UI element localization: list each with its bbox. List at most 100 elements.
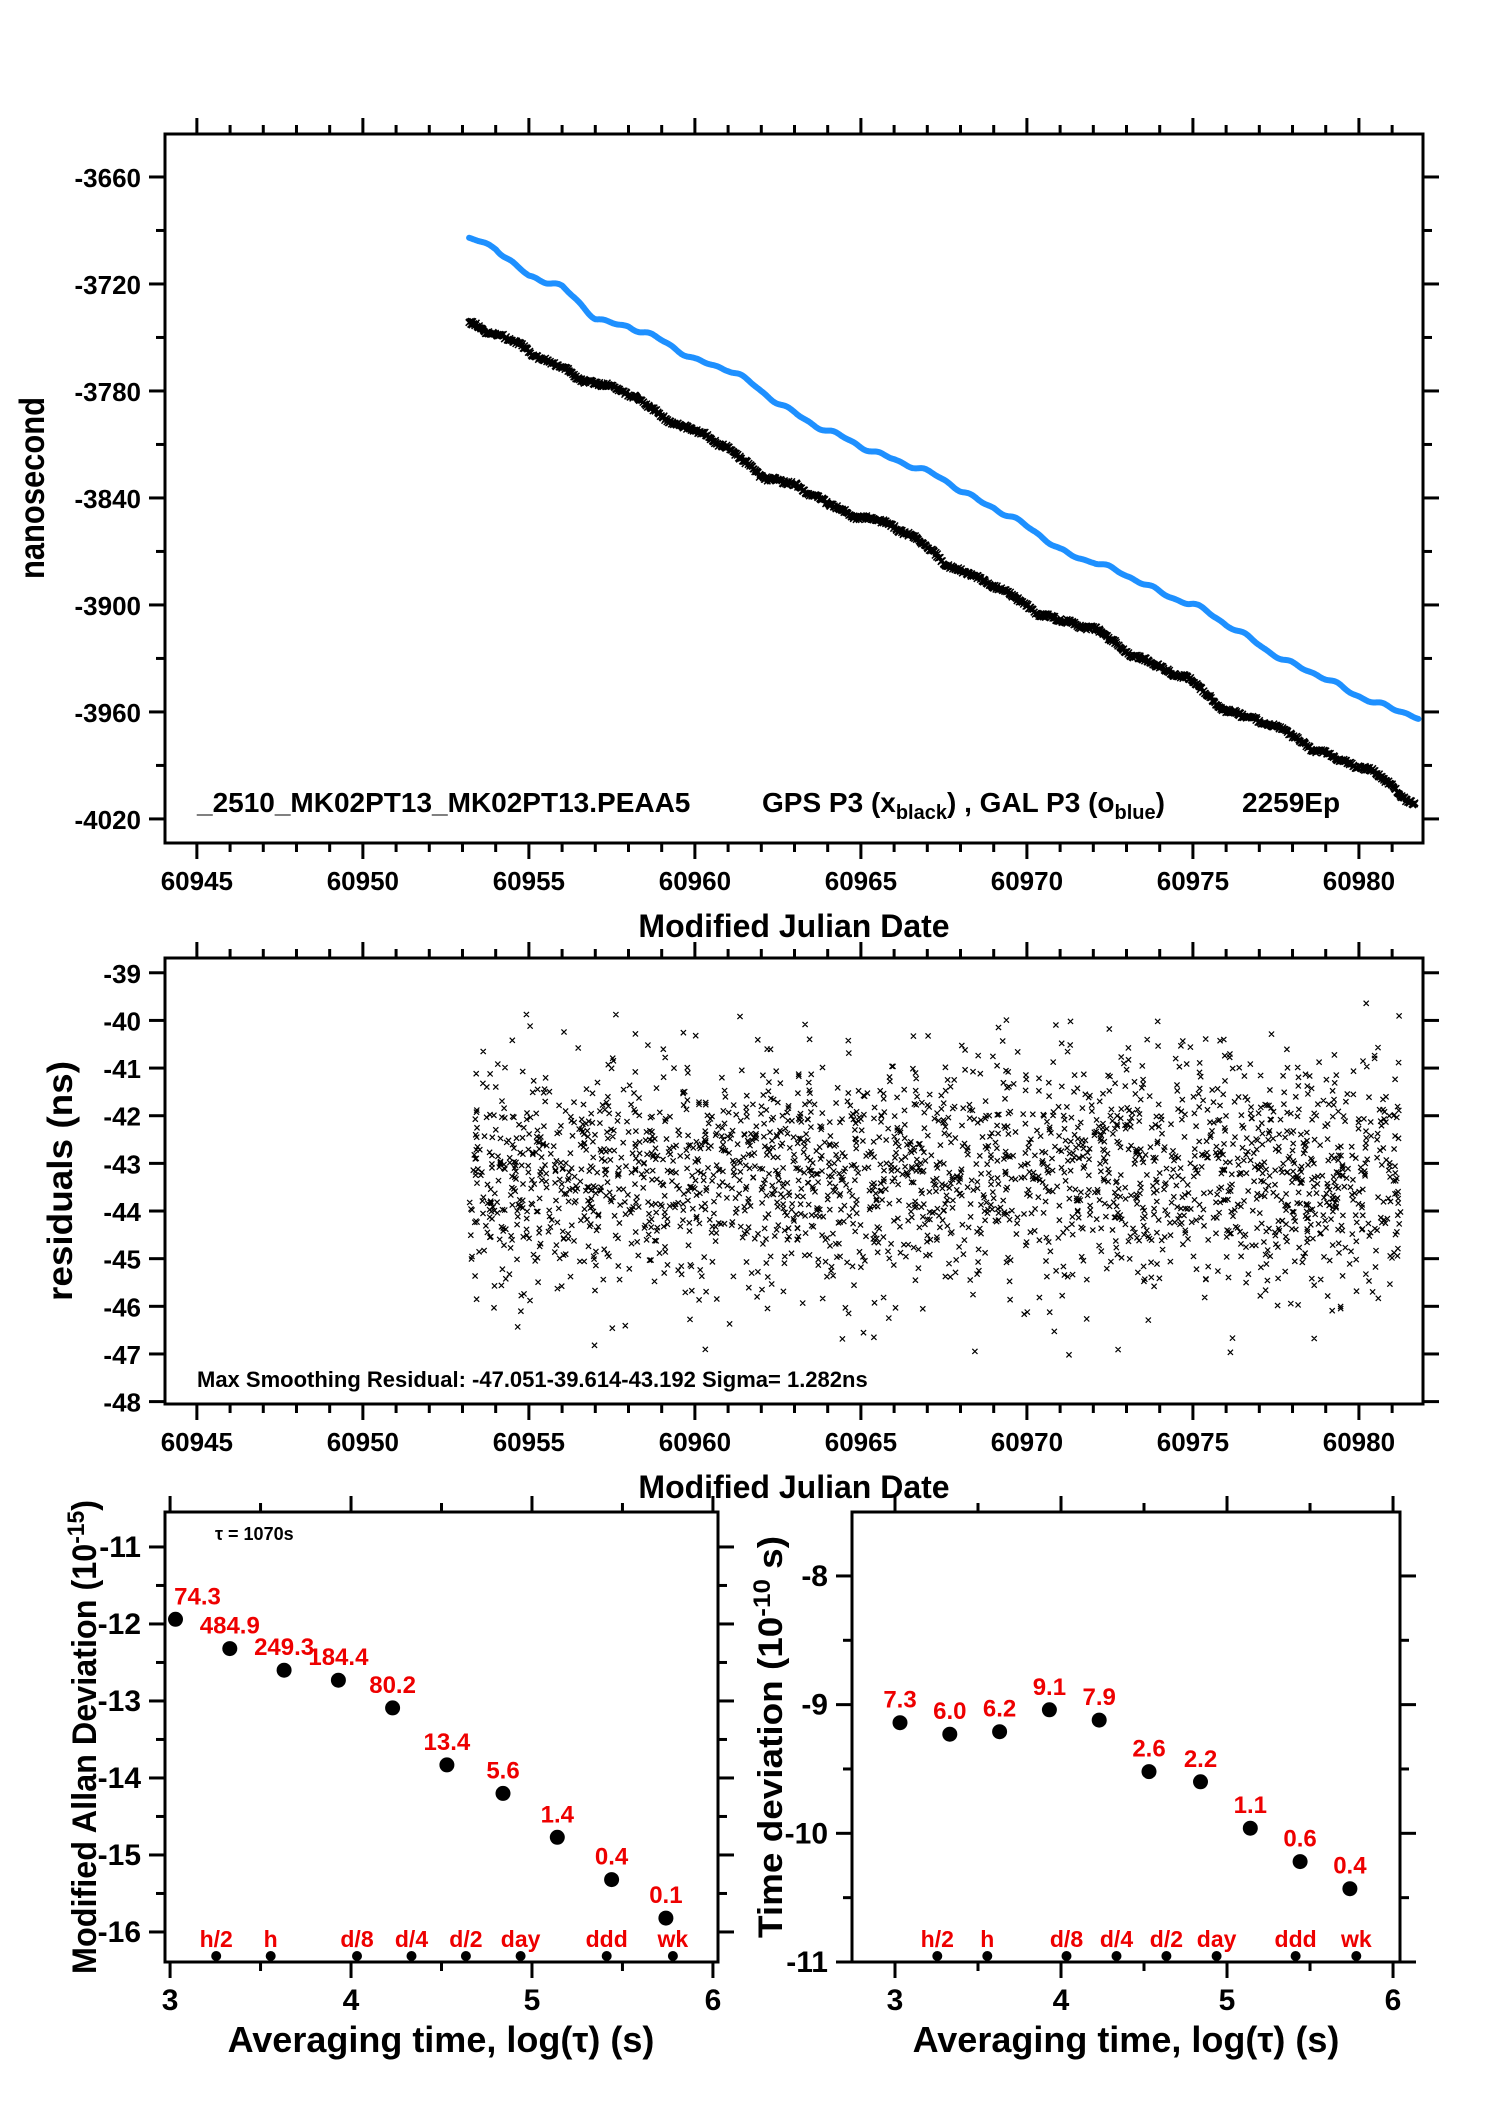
phase-epoch-label: 2259Ep bbox=[1242, 787, 1340, 818]
y-tick-label: -13 bbox=[98, 1685, 141, 1718]
x-tick-label: 60955 bbox=[493, 1427, 565, 1457]
time-marker-label: d/8 bbox=[1050, 1926, 1083, 1952]
data-point-dot bbox=[1193, 1774, 1208, 1790]
data-point-value-label: 1.4 bbox=[541, 1801, 575, 1828]
x-tick-label: 60960 bbox=[659, 1427, 731, 1457]
time-marker-dot bbox=[265, 1951, 276, 1961]
x-tick-label: 60960 bbox=[659, 866, 731, 896]
tdev-axes: 3 4 5 6 -8 -9 -10 -11 bbox=[785, 1496, 1416, 2017]
data-point-dot bbox=[1292, 1854, 1308, 1870]
y-tick-label: -4020 bbox=[75, 805, 142, 835]
y-tick-label: -3900 bbox=[75, 591, 142, 621]
phase-file-annotation: _2510_MK02PT13_MK02PT13.PEAA5 bbox=[196, 787, 690, 818]
time-marker-dot bbox=[1161, 1951, 1172, 1961]
residual-scatter-marks bbox=[466, 1000, 1404, 1358]
time-marker-label: h bbox=[264, 1926, 278, 1952]
tdev-x-axis-label: Averaging time, log(τ) (s) bbox=[913, 2019, 1340, 2060]
time-marker-label: d/2 bbox=[1150, 1926, 1183, 1952]
x-tick-label: 4 bbox=[343, 1984, 360, 2017]
phase-axes: 60945 60950 60955 60960 60965 60970 60975 60980… bbox=[75, 118, 1439, 896]
data-point-value-label: 484.9 bbox=[200, 1613, 260, 1640]
data-point-dot bbox=[892, 1715, 908, 1731]
x-tick-label: 60965 bbox=[825, 1427, 897, 1457]
data-point-dot bbox=[658, 1910, 674, 1926]
y-tick-label: -44 bbox=[103, 1197, 141, 1227]
residuals-panel: 60945 60950 60955 60960 60965 60970 60975 60980… bbox=[41, 942, 1439, 1505]
time-marker-label: day bbox=[1197, 1926, 1237, 1952]
data-point-value-label: 0.6 bbox=[1283, 1826, 1316, 1853]
y-tick-label: -14 bbox=[98, 1762, 142, 1795]
residuals-y-axis-label: residuals (ns) bbox=[41, 1061, 80, 1301]
plot-frame bbox=[163, 132, 1425, 845]
time-marker-dot bbox=[1111, 1951, 1122, 1961]
data-point-value-label: 6.0 bbox=[933, 1698, 966, 1725]
y-tick-label: -8 bbox=[801, 1560, 828, 1593]
data-point-dot bbox=[168, 1611, 183, 1627]
phase-y-axis-label: nanosecond bbox=[13, 397, 52, 579]
data-point-value-label: 1.1 bbox=[1234, 1792, 1267, 1819]
data-point-value-label: 5.6 bbox=[486, 1757, 519, 1784]
time-marker-label: d/2 bbox=[449, 1926, 482, 1952]
x-tick-label: 60980 bbox=[1323, 1427, 1395, 1457]
time-marker-label: h bbox=[980, 1926, 994, 1952]
x-tick-label: 60970 bbox=[991, 866, 1063, 896]
x-tick-label: 6 bbox=[705, 1984, 722, 2017]
y-tick-label: -48 bbox=[103, 1388, 141, 1418]
data-point-value-label: 7.3 bbox=[883, 1687, 916, 1714]
data-point-value-label: 7.9 bbox=[1083, 1684, 1116, 1711]
residuals-axes: 60945 60950 60955 60960 60965 60970 60975 60980… bbox=[103, 942, 1439, 1457]
time-marker-label: d/4 bbox=[395, 1926, 428, 1952]
time-marker-dot bbox=[352, 1951, 362, 1961]
data-point-dot bbox=[330, 1672, 346, 1688]
x-tick-label: 60950 bbox=[327, 866, 399, 896]
time-marker-label: h/2 bbox=[200, 1926, 233, 1952]
data-point-value-label: 0.4 bbox=[1333, 1853, 1367, 1880]
data-point-dot bbox=[604, 1872, 620, 1888]
y-tick-label: -3840 bbox=[75, 484, 142, 514]
mdev-panel: 3 4 5 6 -11 -12 -13 -14 -15 -16 74.3 484.9249.3184… bbox=[63, 1496, 734, 2060]
x-tick-label: 60955 bbox=[493, 866, 565, 896]
time-marker-label: ddd bbox=[586, 1926, 628, 1952]
y-tick-label: -3960 bbox=[75, 698, 142, 728]
phase-panel: 60945 60950 60955 60960 60965 60970 60975 60980… bbox=[13, 118, 1439, 944]
y-tick-label: -3780 bbox=[75, 377, 142, 407]
y-tick-label: -11 bbox=[99, 1531, 141, 1564]
time-marker-label: h/2 bbox=[921, 1926, 954, 1952]
y-tick-label: -43 bbox=[103, 1149, 141, 1179]
time-marker-dot bbox=[932, 1951, 943, 1961]
data-point-dot bbox=[439, 1757, 455, 1773]
time-marker-label: d/4 bbox=[1100, 1926, 1133, 1952]
x-tick-label: 3 bbox=[887, 1984, 904, 2017]
tdev-y-axis-label: Time deviation (10-10 s) bbox=[749, 1536, 790, 1938]
plot-frame bbox=[850, 1510, 1402, 1964]
y-tick-label: -3660 bbox=[75, 163, 142, 193]
y-tick-label: -10 bbox=[785, 1817, 828, 1850]
data-point-dot bbox=[992, 1724, 1008, 1740]
time-marker-dot bbox=[667, 1951, 678, 1961]
data-point-value-label: 13.4 bbox=[424, 1729, 471, 1756]
y-tick-label: -15 bbox=[98, 1839, 141, 1872]
mdev-axes: 3 4 5 6 -11 -12 -13 -14 -15 -16 bbox=[98, 1496, 734, 2017]
y-tick-label: -46 bbox=[103, 1292, 141, 1322]
tdev-panel: 3 4 5 6 -8 -9 -10 -11 7.3 6.0 6.2 9.1 7.9 2.6 2.2 1.1 0… bbox=[749, 1496, 1416, 2060]
time-marker-label: day bbox=[501, 1926, 541, 1952]
residuals-stats-annotation: Max Smoothing Residual: -47.051-39.614-4… bbox=[197, 1367, 868, 1392]
x-tick-label: 6 bbox=[1385, 1984, 1402, 2017]
phase-x-axis-label: Modified Julian Date bbox=[638, 908, 949, 944]
data-point-dot bbox=[1141, 1764, 1157, 1780]
data-point-value-label: 6.2 bbox=[983, 1696, 1016, 1723]
time-marker-label: wk bbox=[657, 1926, 689, 1952]
data-point-dot bbox=[942, 1726, 958, 1742]
tdev-data-marks: 7.3 6.0 6.2 9.1 7.9 2.6 2.2 1.1 0.6 0.4 h/2 h d/8 d/4… bbox=[883, 1674, 1372, 1961]
y-tick-label: -42 bbox=[103, 1102, 141, 1132]
time-marker-dot bbox=[515, 1951, 526, 1961]
y-tick-label: -12 bbox=[98, 1608, 141, 1641]
x-tick-label: 60975 bbox=[1157, 1427, 1229, 1457]
phase-legend: GPS P3 (xblack) , GAL P3 (oblue) bbox=[762, 787, 1165, 824]
data-point-dot bbox=[276, 1662, 292, 1678]
data-point-value-label: 184.4 bbox=[308, 1644, 369, 1671]
y-tick-label: -40 bbox=[103, 1006, 141, 1036]
mdev-tau-annotation: τ = 1070s bbox=[215, 1524, 294, 1544]
